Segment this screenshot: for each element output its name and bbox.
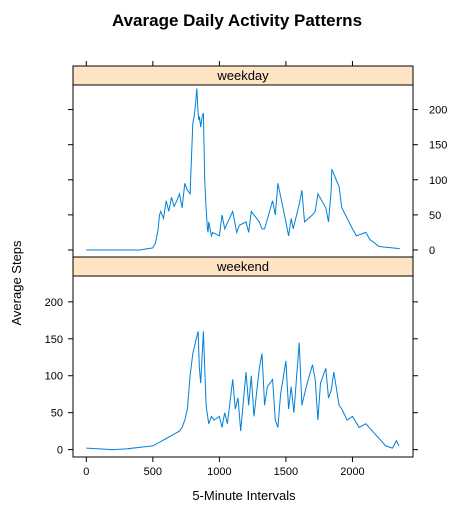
panel-frame-weekend: [72, 275, 414, 458]
panel-weekday: weekday 0 50 100 150 200: [68, 65, 447, 258]
y-tick-label-weekend-150: 150: [45, 334, 63, 346]
chart-title: Avarage Daily Activity Patterns: [112, 11, 362, 30]
x-tick-label-1500: 1500: [274, 466, 298, 478]
y-tick-label-weekday-50: 50: [429, 210, 441, 222]
panel-weekend: weekend 0 50 100 150 200: [45, 256, 418, 458]
x-tick-label-1000: 1000: [207, 466, 231, 478]
y-tick-label-weekday-100: 100: [429, 175, 447, 187]
y-tick-label-weekend-50: 50: [51, 408, 63, 420]
series-line-weekend: [86, 331, 400, 451]
y-tick-label-weekend-200: 200: [45, 297, 63, 309]
y-tick-label-weekend-0: 0: [57, 445, 63, 457]
strip-label-weekday: weekday: [216, 68, 269, 83]
x-tick-label-500: 500: [144, 466, 162, 478]
series-line-weekday: [86, 88, 400, 251]
y-axis-label: Average Steps: [9, 240, 24, 326]
x-tick-label-0: 0: [83, 466, 89, 478]
y-tick-label-weekday-0: 0: [429, 245, 435, 257]
y-tick-label-weekday-200: 200: [429, 105, 447, 117]
strip-label-weekend: weekend: [216, 259, 269, 274]
y-tick-label-weekend-100: 100: [45, 371, 63, 383]
y-tick-label-weekday-150: 150: [429, 140, 447, 152]
x-tick-label-2000: 2000: [340, 466, 364, 478]
x-axis-label: 5-Minute Intervals: [192, 488, 296, 503]
panel-frame-weekday: [72, 84, 414, 258]
